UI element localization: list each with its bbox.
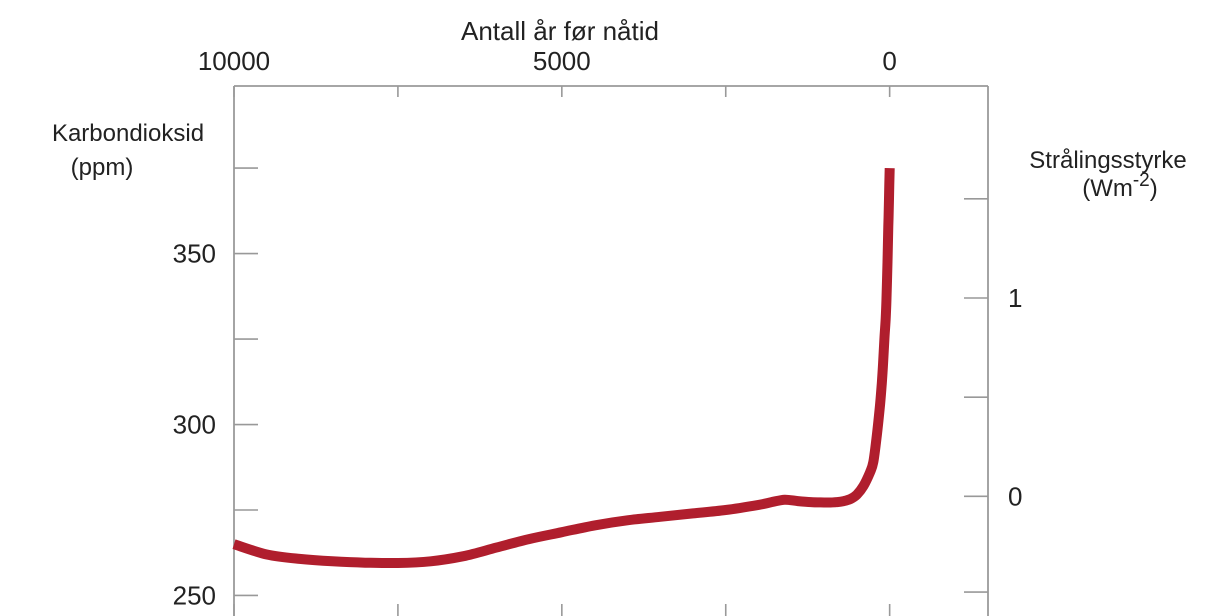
right-tick-label: 1	[1008, 283, 1022, 313]
right-axis-label-line2: (Wm-2)	[1082, 170, 1158, 202]
plot-frame	[233, 85, 989, 616]
left-tick-label: 250	[173, 580, 216, 610]
right-axis-unit-main: (Wm	[1082, 175, 1133, 202]
left-axis-label-line2: (ppm)	[71, 154, 134, 181]
left-axis-label-line1: Karbondioksid	[52, 120, 204, 147]
left-tick-label: 300	[173, 410, 216, 440]
co2-series-line	[232, 167, 895, 569]
x-tick-labels: 10000 5000 0	[198, 46, 897, 76]
right-axis-unit-end: )	[1150, 175, 1158, 202]
left-tick-label: 350	[173, 239, 216, 269]
x-tick-label: 0	[882, 46, 896, 76]
x-tick-label: 10000	[198, 46, 270, 76]
right-axis-unit-sup: -2	[1133, 170, 1150, 191]
right-tick-label: 0	[1008, 481, 1022, 511]
x-tick-label: 5000	[533, 46, 591, 76]
x-axis-label: Antall år før nåtid	[461, 16, 659, 46]
tick-labels-layer: 250 300 350 0 1	[173, 239, 1023, 611]
right-axis-label-line1: Strålingsstyrke	[1029, 147, 1186, 174]
series-layer	[232, 167, 895, 569]
ticks-layer	[233, 86, 988, 616]
